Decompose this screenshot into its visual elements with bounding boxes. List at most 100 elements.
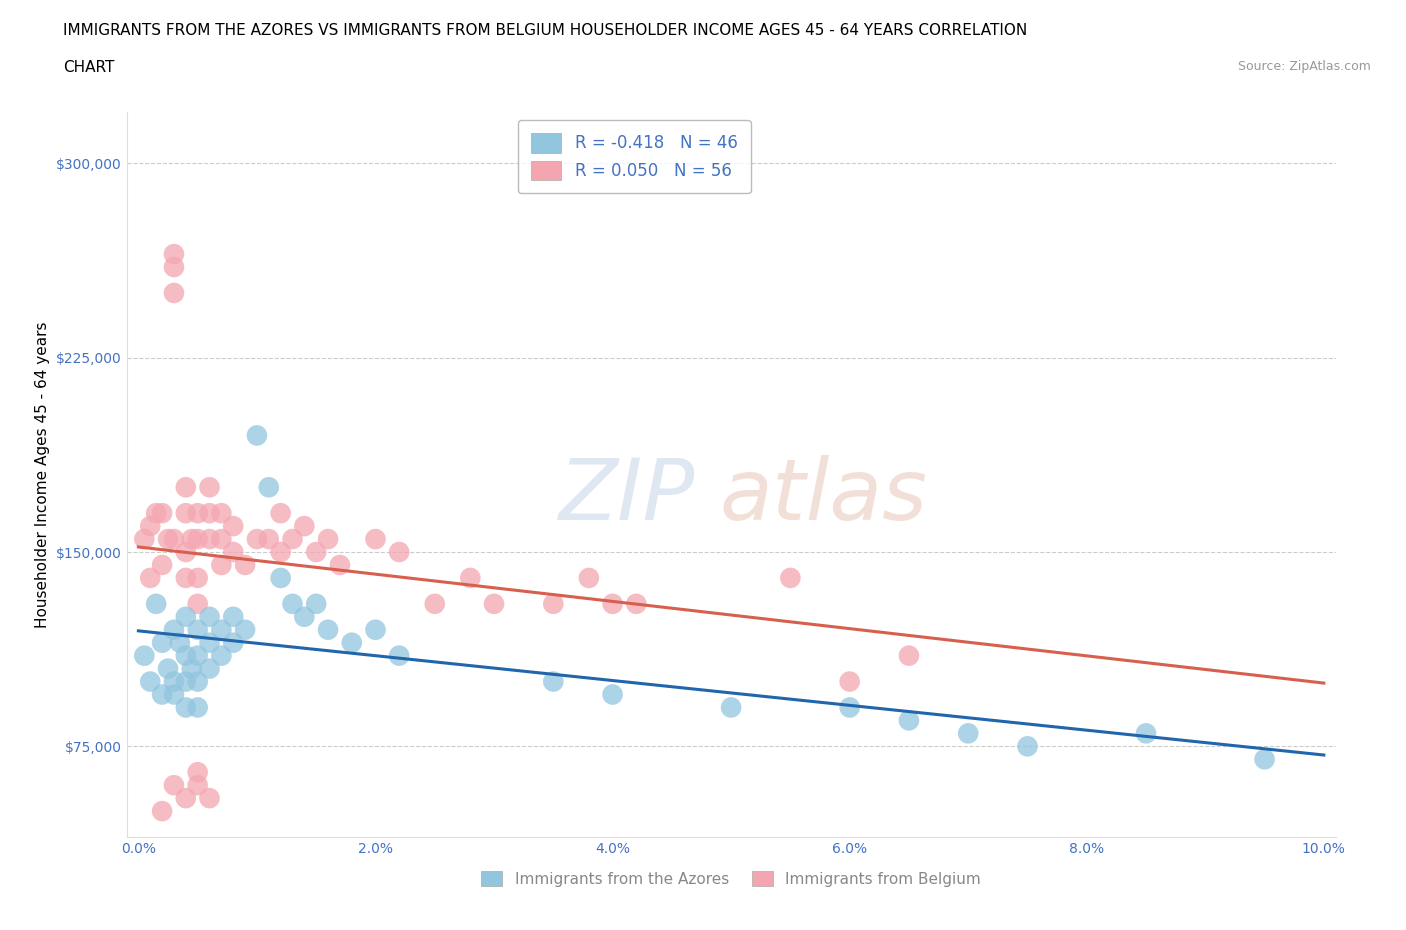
Text: Source: ZipAtlas.com: Source: ZipAtlas.com — [1237, 60, 1371, 73]
Point — [543, 674, 565, 689]
Point — [174, 480, 197, 495]
Point — [145, 596, 167, 611]
Text: IMMIGRANTS FROM THE AZORES VS IMMIGRANTS FROM BELGIUM HOUSEHOLDER INCOME AGES 45: IMMIGRANTS FROM THE AZORES VS IMMIGRANTS… — [63, 23, 1028, 38]
Point — [602, 687, 624, 702]
Point — [246, 428, 269, 443]
Point — [257, 532, 280, 547]
Point — [134, 648, 156, 663]
Point — [198, 506, 221, 521]
Point — [222, 635, 245, 650]
Point — [222, 545, 245, 560]
Point — [157, 661, 180, 676]
Point — [150, 558, 173, 573]
Point — [423, 596, 446, 611]
Point — [305, 545, 328, 560]
Point — [150, 635, 173, 650]
Point — [388, 545, 411, 560]
Point — [198, 661, 221, 676]
Point — [233, 622, 256, 637]
Point — [460, 570, 482, 585]
Point — [198, 790, 221, 805]
Point — [578, 570, 600, 585]
Point — [187, 648, 209, 663]
Point — [222, 519, 245, 534]
Point — [187, 764, 209, 779]
Point — [209, 622, 232, 637]
Point — [163, 532, 186, 547]
Text: atlas: atlas — [718, 455, 927, 538]
Point — [602, 596, 624, 611]
Point — [134, 532, 156, 547]
Point — [198, 609, 221, 624]
Point — [145, 506, 167, 521]
Point — [163, 259, 186, 274]
Point — [209, 506, 232, 521]
Point — [187, 570, 209, 585]
Point — [198, 635, 221, 650]
Point — [388, 648, 411, 663]
Point — [779, 570, 801, 585]
Point — [163, 622, 186, 637]
Point — [187, 777, 209, 792]
Point — [139, 519, 162, 534]
Point — [157, 532, 180, 547]
Point — [1135, 726, 1157, 741]
Point — [139, 674, 162, 689]
Point — [180, 661, 202, 676]
Text: ZIP: ZIP — [558, 455, 695, 538]
Point — [187, 506, 209, 521]
Point — [163, 286, 186, 300]
Point — [198, 480, 221, 495]
Point — [292, 519, 315, 534]
Point — [187, 700, 209, 715]
Point — [187, 596, 209, 611]
Point — [626, 596, 648, 611]
Point — [281, 596, 304, 611]
Point — [209, 648, 232, 663]
Point — [316, 532, 339, 547]
Point — [187, 622, 209, 637]
Point — [163, 674, 186, 689]
Point — [270, 506, 292, 521]
Point — [222, 609, 245, 624]
Point — [198, 532, 221, 547]
Point — [364, 622, 387, 637]
Point — [150, 804, 173, 818]
Point — [720, 700, 742, 715]
Point — [281, 532, 304, 547]
Point — [187, 674, 209, 689]
Point — [340, 635, 363, 650]
Point — [957, 726, 980, 741]
Point — [292, 609, 315, 624]
Point — [163, 246, 186, 261]
Point — [270, 570, 292, 585]
Legend: Immigrants from the Azores, Immigrants from Belgium: Immigrants from the Azores, Immigrants f… — [474, 864, 988, 895]
Point — [174, 506, 197, 521]
Point — [209, 558, 232, 573]
Point — [246, 532, 269, 547]
Point — [150, 687, 173, 702]
Y-axis label: Householder Income Ages 45 - 64 years: Householder Income Ages 45 - 64 years — [35, 321, 51, 628]
Point — [1017, 738, 1039, 753]
Point — [163, 687, 186, 702]
Point — [305, 596, 328, 611]
Point — [897, 648, 920, 663]
Point — [316, 622, 339, 637]
Point — [174, 570, 197, 585]
Point — [174, 545, 197, 560]
Point — [364, 532, 387, 547]
Point — [257, 480, 280, 495]
Point — [329, 558, 352, 573]
Point — [150, 506, 173, 521]
Point — [482, 596, 505, 611]
Point — [897, 713, 920, 728]
Point — [139, 570, 162, 585]
Point — [174, 700, 197, 715]
Point — [270, 545, 292, 560]
Point — [163, 777, 186, 792]
Point — [174, 790, 197, 805]
Point — [838, 700, 860, 715]
Point — [174, 609, 197, 624]
Point — [233, 558, 256, 573]
Point — [169, 635, 191, 650]
